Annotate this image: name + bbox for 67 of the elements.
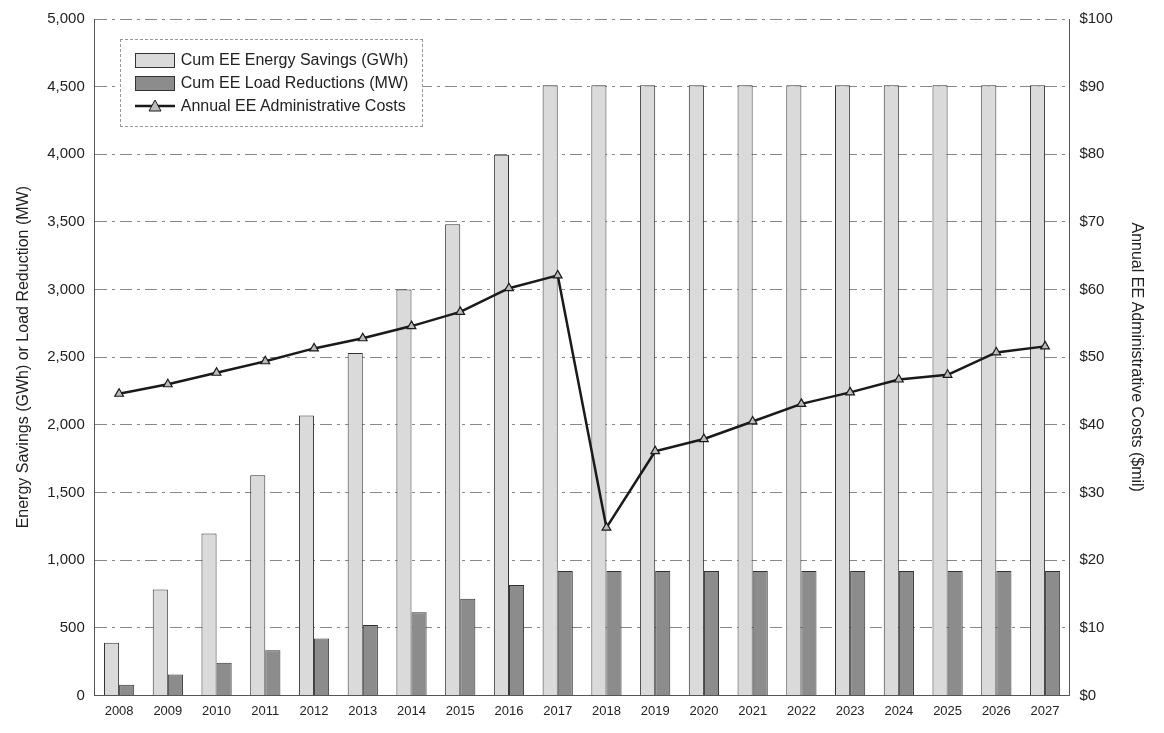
point [893,373,904,383]
point [211,367,222,376]
y2-tick-label: $60 [1079,279,1105,297]
point [357,332,368,342]
x-tick-label: 2009 [153,702,183,718]
x-tick-label: 2024 [884,702,914,718]
y-tick-label: 0 [76,685,85,703]
x-tick-label: 2018 [591,702,621,718]
y-tick-label: 1,500 [47,482,85,500]
point [455,306,466,315]
y2-tick-label: $20 [1079,550,1105,568]
point [552,269,563,279]
x-tick-label: 2016 [494,702,524,718]
point [162,378,173,388]
x-tick-label: 2011 [251,702,280,718]
point [114,388,125,397]
point [650,445,661,455]
y2-tick-label: $40 [1079,414,1105,432]
y-tick-label: 500 [59,617,85,635]
y2-tick-label: $90 [1079,76,1105,94]
x-tick-label: 2020 [689,702,719,718]
y2-tick-label: $80 [1079,144,1105,162]
y-tick-label: 5,000 [47,9,85,27]
y-tick-label: 3,000 [47,279,85,297]
point [747,415,758,425]
x-tick-label: 2026 [981,702,1011,718]
y-tick-label: 2,500 [47,347,85,365]
y2-tick-label: $70 [1079,212,1105,230]
x-tick-label: 2017 [543,702,573,718]
x-tick-label: 2015 [445,702,475,718]
legend-label: Cum EE Energy Savings (GWh) [180,51,409,69]
y-tick-label: 1,000 [47,550,85,568]
y2-tick-label: $50 [1079,347,1105,365]
y2-tick-label: $0 [1079,685,1097,703]
legend-label: Annual EE Administrative Costs [180,97,406,115]
x-tick-label: 2023 [835,702,865,718]
x-tick-label: 2008 [104,702,134,718]
y2-tick-label: $30 [1079,482,1105,500]
point [406,320,417,330]
y-tick-label: 2,000 [47,414,85,432]
x-tick-label: 2025 [933,702,963,718]
legend-label: Cum EE Load Reductions (MW) [180,74,409,92]
point [260,355,271,365]
y-axis-title: Energy Savings (GWh) or Load Reduction (MW) [14,186,32,529]
point [504,282,514,292]
point [991,346,1002,356]
point [1040,340,1050,350]
x-tick-label: 2012 [299,702,329,718]
x-tick-label: 2014 [397,702,426,718]
y2-axis-title: Annual EE Administrative Costs ($mil) [1128,222,1146,492]
point [601,522,612,531]
y-tick-label: 3,500 [47,212,85,230]
point [796,398,807,407]
x-tick-label: 2013 [348,702,378,718]
x-tick-label: 2010 [202,702,232,718]
point [942,369,953,378]
y2-tick-label: $100 [1079,9,1113,27]
point [698,433,709,443]
y-tick-label: 4,500 [47,76,85,94]
x-tick-label: 2019 [640,702,670,718]
y-tick-label: 4,000 [47,144,85,162]
x-tick-label: 2021 [738,702,768,718]
y2-tick-label: $10 [1079,617,1105,635]
x-tick-label: 2022 [786,702,816,718]
x-tick-label: 2027 [1030,702,1060,718]
point [309,342,319,352]
point [845,386,856,396]
